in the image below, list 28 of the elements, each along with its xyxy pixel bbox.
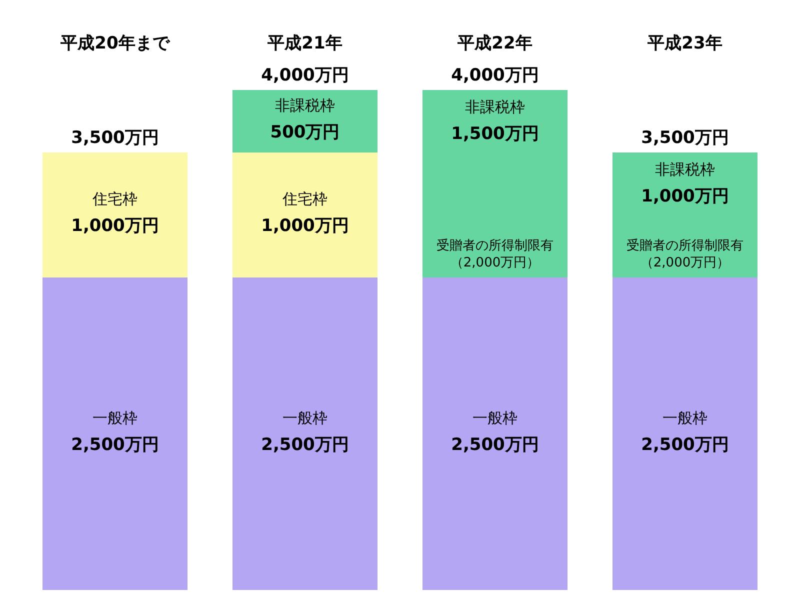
data-label: 1,000万円	[71, 216, 159, 236]
annotation: 受贈者の所得制限有（2,000万円）	[626, 238, 744, 270]
total-label: 3,500万円	[71, 128, 159, 148]
total-label: 3,500万円	[641, 128, 729, 148]
data-label: 2,500万円	[641, 434, 729, 455]
x-tick-label: 平成23年	[646, 34, 722, 54]
text: 一般枠	[472, 408, 518, 427]
text: 非課税枠	[465, 98, 525, 116]
annotation: 受贈者の所得制限有（2,000万円）	[436, 238, 554, 270]
series-label: 非課税枠	[275, 96, 335, 114]
x-tick-label: 平成20年まで	[60, 34, 170, 54]
text: 非課税枠	[655, 160, 715, 178]
data-label: 2,500万円	[71, 434, 159, 455]
series-label: 住宅枠	[92, 190, 138, 208]
text: 一般枠	[662, 408, 708, 427]
total-label: 4,000万円	[451, 66, 539, 86]
data-label: 2,500万円	[451, 434, 539, 455]
x-tick-label: 平成21年	[266, 34, 342, 54]
series-label: 一般枠	[92, 408, 138, 427]
data-label: 500万円	[270, 122, 340, 142]
data-label: 2,500万円	[261, 434, 349, 455]
data-label: 1,500万円	[451, 124, 539, 144]
total-label: 4,000万円	[261, 66, 349, 86]
data-label: 1,000万円	[261, 216, 349, 236]
data-label: 1,000万円	[641, 186, 729, 206]
text: 住宅枠	[282, 190, 328, 208]
x-tick-label: 平成22年	[456, 34, 532, 54]
text: 一般枠	[282, 408, 328, 427]
